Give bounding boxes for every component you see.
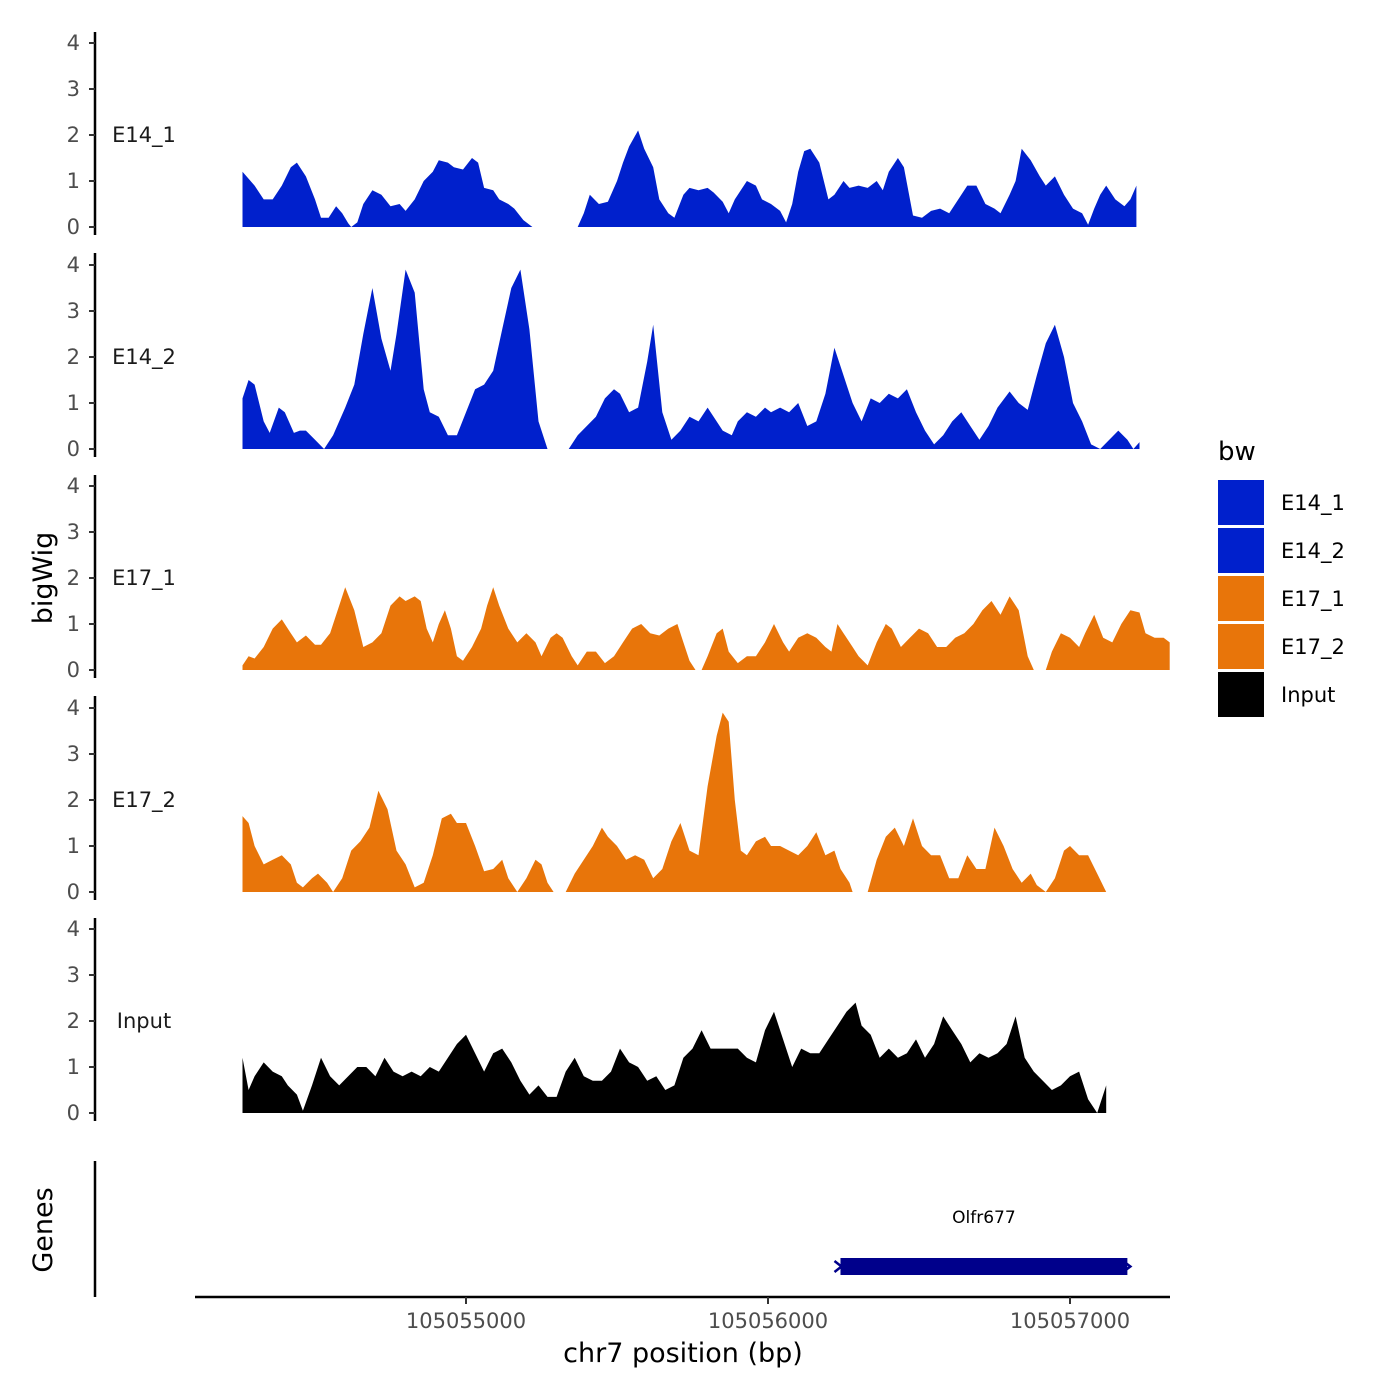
legend-label-e14_1: E14_1 [1281,491,1345,516]
gene-strand-mark-left [833,1260,844,1273]
y-tick-label-e14_1-0: 0 [67,215,80,239]
track-input [242,1002,1107,1113]
tracks-layer [242,130,1170,1113]
x-axis-title: chr7 position (bp) [563,1338,803,1369]
y-tick-label-e17_1-1: 1 [67,612,80,636]
track-area-e17_2-0 [242,790,554,892]
track-label-e14_1: E14_1 [112,123,176,148]
track-area-e14_1-1 [577,130,1137,227]
y-tick-label-e14_2-2: 2 [67,345,80,369]
track-label-input: Input [117,1009,171,1033]
gene-label-olfr677: Olfr677 [952,1208,1016,1228]
y-tick-label-e17_2-0: 0 [67,880,80,904]
track-area-input-0 [242,1002,1107,1113]
legend-key-e17_1 [1218,576,1264,622]
track-e14_2 [242,269,1140,449]
track-area-e14_2-0 [242,269,548,449]
track-area-e17_2-1 [565,712,853,892]
legend-key-e17_2 [1218,624,1264,670]
y-axis-title: bigWig [28,532,59,625]
legend-label-e17_2: E17_2 [1281,635,1345,660]
legend-key-e14_2 [1218,528,1264,574]
y-tick-label-input-0: 0 [67,1101,80,1125]
track-e14_1 [242,130,1137,227]
gene-body-olfr677 [840,1258,1128,1275]
track-e17_1 [242,587,1170,670]
gene-strand-mark-right [1123,1261,1133,1272]
legend-label-e14_2: E14_2 [1281,539,1345,564]
track-label-e17_2: E17_2 [112,788,176,813]
y-tick-label-e17_1-4: 4 [67,474,80,498]
track-area-e14_1-0 [242,158,533,227]
track-label-e14_2: E14_2 [112,345,176,370]
y-tick-label-e17_2-1: 1 [67,834,80,858]
track-label-e17_1: E17_1 [112,566,176,591]
y-tick-label-e17_2-2: 2 [67,788,80,812]
track-area-e17_1-2 [1045,610,1170,670]
y-tick-label-e14_1-2: 2 [67,123,80,147]
y-tick-label-e14_2-0: 0 [67,437,80,461]
legend-label-e17_1: E17_1 [1281,587,1345,612]
x-tick-label-105055000: 105055000 [406,1309,526,1333]
legend-key-input [1218,672,1264,718]
track-area-e17_2-2 [867,818,1107,892]
y-tick-label-e17_2-3: 3 [67,742,80,766]
y-tick-label-input-2: 2 [67,1009,80,1033]
y-tick-label-e17_1-2: 2 [67,566,80,590]
genes-axis-title: Genes [28,1187,59,1272]
y-tick-label-e14_2-1: 1 [67,391,80,415]
y-tick-label-e14_2-4: 4 [67,253,80,277]
genes-track: Olfr677 [833,1208,1133,1275]
track-e17_2 [242,712,1107,892]
axes-layer: E14_1 0 1 2 3 4 E14_2 0 1 2 3 4 E17_1 0 1 2 3 4 E17_2 0 1 2 3 4… [67,31,1170,1333]
y-tick-label-e14_1-4: 4 [67,31,80,55]
y-tick-label-e14_1-3: 3 [67,77,80,101]
legend-key-e14_1 [1218,480,1264,526]
legend-label-input: Input [1281,683,1335,707]
y-tick-label-input-4: 4 [67,917,80,941]
x-tick-label-105056000: 105056000 [708,1309,828,1333]
y-tick-label-e17_1-3: 3 [67,520,80,544]
y-tick-label-e17_2-4: 4 [67,696,80,720]
track-area-e17_1-0 [242,587,696,670]
y-tick-label-e17_1-0: 0 [67,658,80,682]
y-tick-label-input-3: 3 [67,963,80,987]
y-tick-label-e14_1-1: 1 [67,169,80,193]
legend: bw E14_1 E14_2 E17_1 E17_2 Input [1218,437,1345,719]
legend-title: bw [1218,437,1256,467]
x-tick-label-105057000: 105057000 [1010,1309,1130,1333]
track-area-e17_1-1 [701,596,1034,670]
y-tick-label-input-1: 1 [67,1055,80,1079]
y-tick-label-e14_2-3: 3 [67,299,80,323]
track-area-e14_2-1 [568,324,1140,449]
